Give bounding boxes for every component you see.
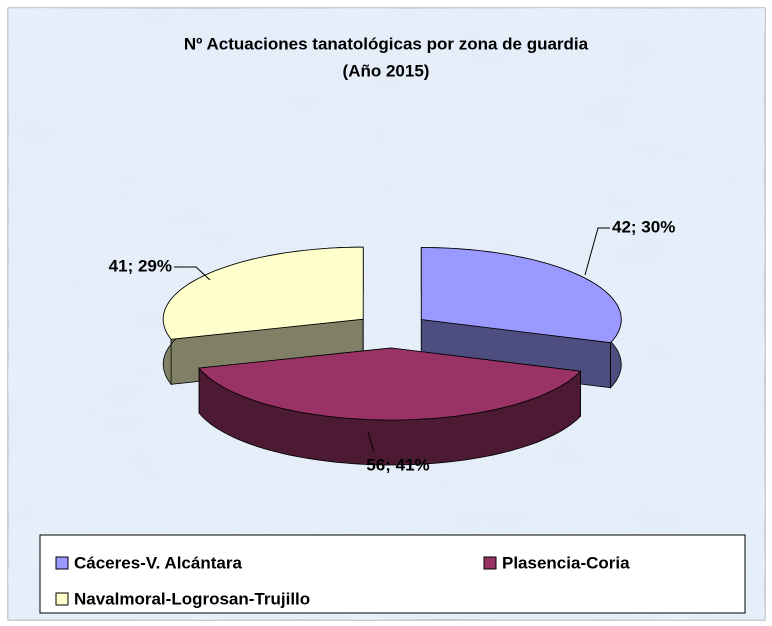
data-label: 42; 30% xyxy=(612,217,675,236)
data-label: 41; 29% xyxy=(109,256,172,275)
slice-top xyxy=(162,246,364,340)
legend-label: Navalmoral-Logrosan-Trujillo xyxy=(74,589,310,608)
legend-swatch xyxy=(483,556,497,570)
leader-line xyxy=(584,227,610,276)
legend-label: Plasencia-Coria xyxy=(502,553,630,572)
leader-line xyxy=(367,431,375,453)
slice xyxy=(198,347,582,466)
background-texture xyxy=(8,8,765,620)
legend-label: Cáceres-V. Alcántara xyxy=(74,553,242,572)
legend xyxy=(39,534,746,614)
legend-swatch xyxy=(55,556,69,570)
leader-line xyxy=(174,266,211,281)
slice-top xyxy=(198,347,582,421)
chart-title: Nº Actuaciones tanatológicas por zona de… xyxy=(184,34,589,53)
legend-swatch xyxy=(55,592,69,606)
data-label: 56; 41% xyxy=(366,455,429,474)
slice-top xyxy=(420,247,622,344)
chart-subtitle: (Año 2015) xyxy=(343,61,430,80)
